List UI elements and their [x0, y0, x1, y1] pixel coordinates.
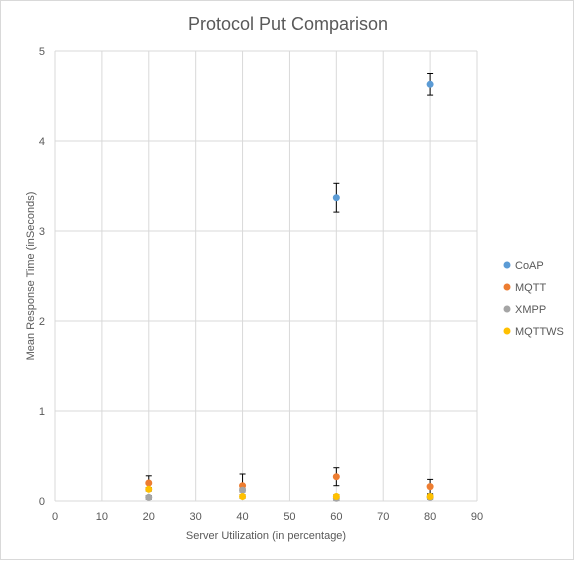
y-tick-label: 1 [39, 406, 45, 418]
chart-title: Protocol Put Comparison [188, 14, 388, 34]
y-tick-label: 2 [39, 316, 45, 328]
x-tick-label: 10 [96, 511, 108, 523]
legend-label-mqttws: MQTTWS [515, 326, 564, 338]
data-point-mqtt [145, 479, 153, 487]
legend-marker-xmpp [503, 305, 511, 313]
y-tick-label: 0 [39, 496, 45, 508]
data-point-mqtt [426, 483, 434, 491]
y-tick-label: 3 [39, 226, 45, 238]
axis-layer: 0 10 20 30 40 50 60 70 80 90 0 1 2 3 4 5 [39, 46, 483, 523]
x-tick-label: 50 [283, 511, 295, 523]
legend-label-coap: CoAP [515, 260, 544, 272]
legend-marker-mqtt [503, 283, 511, 291]
data-point-xmpp [145, 493, 153, 501]
legend-marker-mqttws [503, 327, 511, 335]
x-tick-label: 80 [424, 511, 436, 523]
data-point-mqttws [145, 485, 153, 493]
data-point-mqtt [332, 473, 340, 481]
y-tick-label: 4 [39, 136, 45, 148]
x-axis-title: Server Utilization (in percentage) [186, 530, 346, 542]
x-tick-label: 0 [52, 511, 58, 523]
legend: CoAP MQTT XMPP MQTTWS [503, 260, 564, 338]
x-tick-label: 70 [377, 511, 389, 523]
y-axis-title: Mean Response Time (inSeconds) [25, 192, 37, 361]
x-tick-label: 20 [143, 511, 155, 523]
legend-marker-coap [503, 261, 511, 269]
data-point-xmpp [239, 486, 247, 494]
x-tick-label: 60 [330, 511, 342, 523]
data-point-coap [332, 194, 340, 202]
x-tick-label: 30 [190, 511, 202, 523]
legend-label-xmpp: XMPP [515, 304, 546, 316]
data-points [145, 80, 434, 502]
data-point-mqttws [332, 493, 340, 500]
data-point-mqttws [239, 493, 247, 500]
y-tick-label: 5 [39, 46, 45, 58]
data-point-coap [426, 80, 434, 88]
x-tick-label: 90 [471, 511, 483, 523]
grid-layer [54, 50, 478, 502]
data-point-mqttws [426, 493, 434, 500]
x-tick-label: 40 [236, 511, 248, 523]
legend-label-mqtt: MQTT [515, 282, 546, 294]
